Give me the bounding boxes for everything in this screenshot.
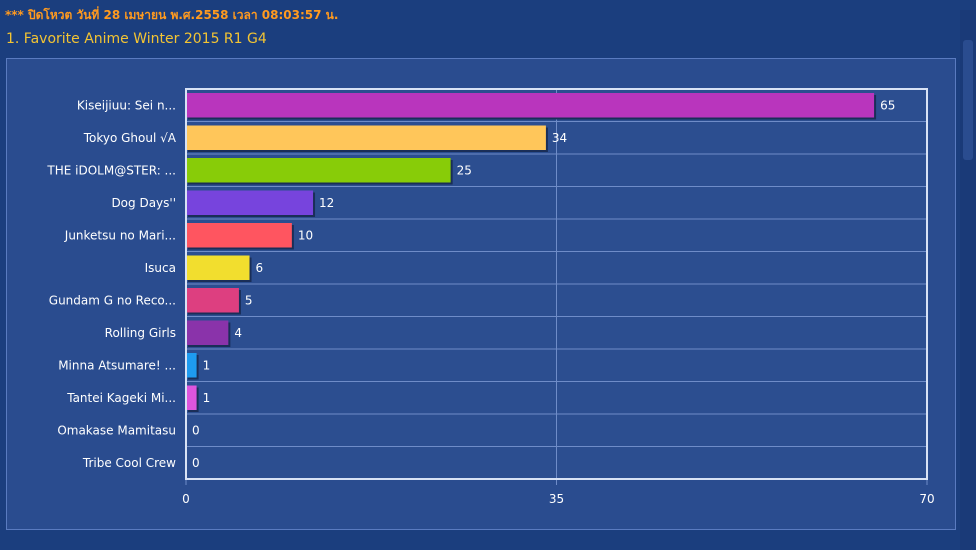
category-label: Gundam G no Reco...: [49, 293, 176, 307]
category-label: Omakase Mamitasu: [57, 423, 176, 437]
bar: [186, 93, 875, 118]
value-label: 12: [319, 196, 334, 210]
bar: [186, 255, 250, 280]
bar: [186, 158, 451, 183]
x-tick-label: 0: [182, 492, 190, 506]
bar: [186, 223, 292, 248]
bar-chart: Kiseijiuu: Sei n... Tokyo Ghoul √A THE iDO…: [46, 88, 935, 506]
value-label: 6: [256, 261, 264, 275]
value-label: 25: [457, 163, 472, 177]
category-label: Isuca: [145, 261, 176, 275]
bar: [186, 385, 197, 410]
bar: [186, 353, 197, 378]
category-label: Minna Atsumare! ...: [58, 358, 176, 372]
bar: [186, 190, 314, 215]
value-label: 4: [234, 326, 242, 340]
category-label: Junketsu no Mari...: [64, 228, 176, 242]
plot-area-frame: [185, 88, 928, 480]
bar: [186, 320, 229, 345]
value-label: 34: [552, 131, 567, 145]
x-tick-label: 35: [549, 492, 564, 506]
category-label: Dog Days'': [111, 196, 176, 210]
category-label: Kiseijiuu: Sei n...: [77, 98, 176, 112]
value-label: 1: [203, 391, 211, 405]
chart-bars: [186, 93, 877, 412]
bar-chart-panel: Kiseijiuu: Sei n... Tokyo Ghoul √A THE iDO…: [6, 58, 956, 530]
category-label: Tantei Kageki Mi...: [66, 391, 176, 405]
scrollbar-thumb[interactable]: [963, 40, 973, 160]
value-label: 5: [245, 293, 253, 307]
category-label: Rolling Girls: [105, 326, 176, 340]
poll-title: 1. Favorite Anime Winter 2015 R1 G4: [6, 31, 267, 47]
category-label: Tribe Cool Crew: [82, 456, 176, 470]
value-label: 0: [192, 423, 200, 437]
value-label: 0: [192, 456, 200, 470]
value-label: 65: [880, 98, 895, 112]
vertical-scrollbar[interactable]: [960, 10, 976, 550]
chart-x-ticks: 0 35 70: [182, 492, 934, 506]
chart-grid: [185, 89, 928, 485]
value-label: 1: [203, 358, 211, 372]
category-label: THE iDOLM@STER: ...: [46, 163, 176, 177]
bar: [186, 288, 239, 313]
poll-closed-notice: *** ปิดโหวต วันที่ 28 เมษายน พ.ศ.2558 เว…: [5, 8, 339, 22]
chart-category-labels: Kiseijiuu: Sei n... Tokyo Ghoul √A THE iDO…: [46, 98, 176, 470]
value-label: 10: [298, 228, 313, 242]
x-tick-label: 70: [919, 492, 934, 506]
category-label: Tokyo Ghoul √A: [83, 131, 177, 145]
bar: [186, 125, 546, 150]
